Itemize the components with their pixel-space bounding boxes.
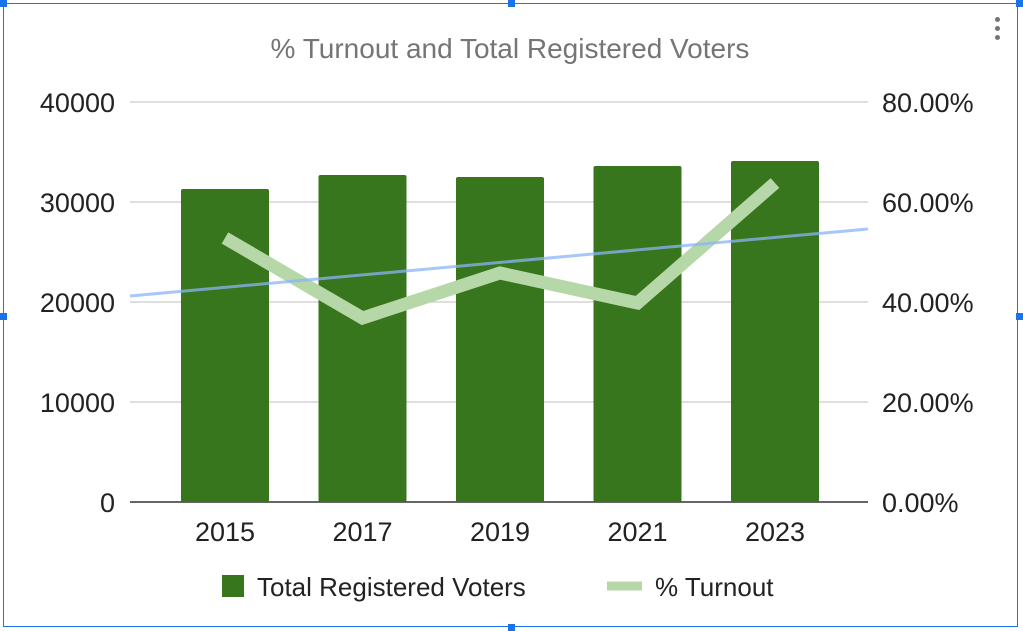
x-axis-tick: 2015 xyxy=(195,517,255,547)
bar-2023 xyxy=(731,161,819,502)
right-axis-tick: 40.00% xyxy=(882,288,974,318)
left-axis-tick: 20000 xyxy=(40,288,115,318)
legend-label-line: % Turnout xyxy=(655,572,774,602)
x-axis-tick: 2021 xyxy=(607,517,667,547)
resize-handle-bottom[interactable] xyxy=(508,624,515,631)
more-options-icon[interactable] xyxy=(990,14,1004,44)
right-axis-tick: 80.00% xyxy=(882,88,974,118)
legend: Total Registered Voters % Turnout xyxy=(222,572,774,602)
bar-2019 xyxy=(456,177,544,502)
bar-2015 xyxy=(181,189,269,502)
resize-handle-top-left[interactable] xyxy=(0,0,7,7)
right-axis-tick: 60.00% xyxy=(882,188,974,218)
legend-swatch-bars xyxy=(222,575,244,597)
x-axis-tick: 2017 xyxy=(332,517,392,547)
legend-label-bars: Total Registered Voters xyxy=(257,572,526,602)
bar-2021 xyxy=(593,166,682,502)
resize-handle-left[interactable] xyxy=(0,313,7,320)
bar-2017 xyxy=(318,175,407,502)
chart-title: % Turnout and Total Registered Voters xyxy=(271,33,750,64)
right-axis-tick: 20.00% xyxy=(882,388,974,418)
left-axis-tick: 10000 xyxy=(40,388,115,418)
left-axis-tick: 30000 xyxy=(40,188,115,218)
x-axis-tick: 2019 xyxy=(470,517,530,547)
right-axis-tick: 0.00% xyxy=(882,488,959,518)
resize-handle-top[interactable] xyxy=(508,0,515,7)
x-axis-tick: 2023 xyxy=(745,517,805,547)
resize-handle-top-right[interactable] xyxy=(1016,0,1023,7)
left-axis-tick: 0 xyxy=(100,488,115,518)
resize-handle-right[interactable] xyxy=(1016,313,1023,320)
left-axis-tick: 40000 xyxy=(40,88,115,118)
trendline xyxy=(129,227,869,298)
